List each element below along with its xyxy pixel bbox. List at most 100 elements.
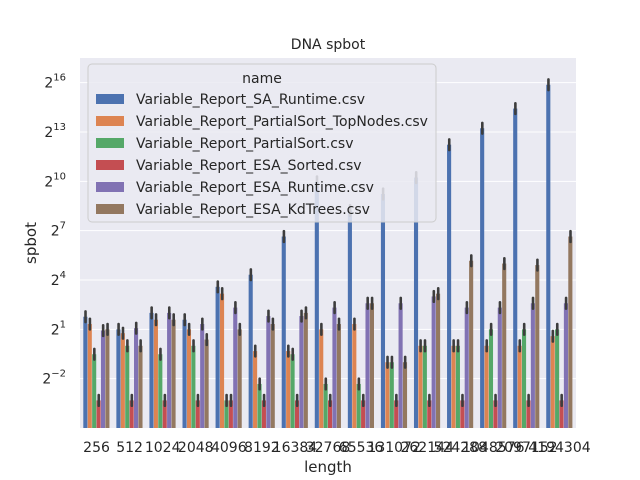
- bar: [526, 400, 531, 428]
- x-tick-label: 512: [116, 440, 143, 456]
- x-tick-label: 256: [83, 440, 110, 456]
- bar: [559, 400, 564, 428]
- bar: [224, 400, 229, 428]
- bar: [365, 303, 370, 428]
- bar: [402, 362, 408, 428]
- bar: [261, 400, 266, 428]
- x-tick-label: 262144: [400, 440, 454, 456]
- bar: [83, 316, 88, 428]
- bar: [546, 84, 551, 428]
- bar: [336, 324, 341, 428]
- bar: [418, 345, 423, 428]
- bar: [427, 400, 432, 428]
- bar: [299, 316, 304, 428]
- bar: [455, 345, 460, 428]
- y-tick-label: 216: [44, 73, 66, 92]
- bar: [332, 307, 337, 428]
- bar: [294, 400, 300, 428]
- bar: [451, 345, 456, 428]
- x-tick-label: 32768: [306, 440, 351, 456]
- bar: [480, 128, 485, 429]
- bar: [352, 324, 357, 428]
- legend-label: Variable_Report_PartialSort.csv: [136, 136, 354, 152]
- bar: [497, 307, 502, 428]
- bar: [191, 345, 196, 428]
- y-tick-label: 2−2: [42, 369, 66, 388]
- bar: [555, 329, 560, 428]
- bar: [521, 329, 527, 428]
- bar: [469, 260, 474, 428]
- bar: [204, 339, 209, 428]
- y-tick-label: 27: [51, 221, 66, 240]
- legend-swatch: [96, 116, 124, 126]
- bar: [502, 263, 507, 428]
- bar: [228, 400, 233, 428]
- bar: [167, 312, 172, 428]
- legend-swatch: [96, 138, 124, 148]
- x-tick-label: 8192: [244, 440, 280, 456]
- bar: [219, 293, 225, 428]
- bar: [171, 319, 176, 428]
- bar: [464, 307, 469, 428]
- bar: [116, 329, 121, 428]
- bar: [182, 319, 187, 428]
- bar: [484, 345, 489, 428]
- x-tick-label: 4194304: [528, 440, 590, 456]
- x-tick-label: 4096: [211, 440, 247, 456]
- legend-label: Variable_Report_PartialSort_TopNodes.csv: [136, 114, 428, 130]
- legend-label: Variable_Report_ESA_KdTrees.csv: [136, 202, 370, 218]
- bar: [186, 329, 192, 428]
- legend: name Variable_Report_SA_Runtime.csvVaria…: [87, 63, 437, 223]
- y-tick-label: 21: [51, 319, 66, 338]
- bar: [488, 329, 494, 428]
- bar: [105, 329, 110, 428]
- bar: [513, 108, 518, 429]
- bar: [303, 312, 308, 428]
- bar: [530, 303, 535, 428]
- bar: [290, 354, 295, 428]
- bar: [369, 303, 374, 428]
- bar: [237, 329, 242, 428]
- bar: [153, 319, 158, 428]
- legend-swatch: [96, 160, 124, 170]
- bar: [314, 181, 319, 428]
- bar: [361, 400, 366, 428]
- bar: [356, 383, 361, 428]
- bar: [162, 400, 167, 428]
- bar: [215, 286, 220, 428]
- x-tick-label: 1048576: [462, 440, 524, 456]
- legend-swatch: [96, 182, 124, 192]
- bar: [149, 312, 154, 428]
- y-tick-label: 210: [44, 171, 66, 190]
- bar: [138, 345, 143, 428]
- y-axis-label: spbot: [22, 222, 40, 264]
- bar: [96, 400, 101, 428]
- bar: [563, 303, 568, 428]
- bar: [323, 383, 328, 428]
- bar: [422, 345, 427, 428]
- bars: [83, 78, 573, 429]
- bar: [158, 354, 163, 428]
- legend-items: Variable_Report_SA_Runtime.csv Variable_R…: [96, 92, 428, 218]
- bar: [120, 333, 125, 428]
- bar: [347, 210, 352, 428]
- bar: [87, 324, 92, 428]
- legend-label: Variable_Report_ESA_Runtime.csv: [136, 180, 374, 196]
- legend-label: Variable_Report_ESA_Sorted.csv: [136, 158, 362, 174]
- bar: [257, 383, 262, 428]
- bar: [389, 362, 394, 428]
- bar: [436, 293, 441, 428]
- bar: [517, 345, 522, 428]
- bar: [195, 400, 200, 428]
- x-tick-label: 2097152: [495, 440, 557, 456]
- legend-title: name: [242, 71, 282, 87]
- x-tick-label: 2048: [178, 440, 214, 456]
- bar: [253, 351, 258, 428]
- bar: [394, 400, 399, 428]
- x-tick-labels: 256 512 1024204840968192163843276865536131…: [83, 440, 591, 456]
- bar: [129, 400, 134, 428]
- bar: [328, 400, 333, 428]
- legend-swatch: [96, 204, 124, 214]
- chart-title: DNA spbot: [291, 37, 366, 53]
